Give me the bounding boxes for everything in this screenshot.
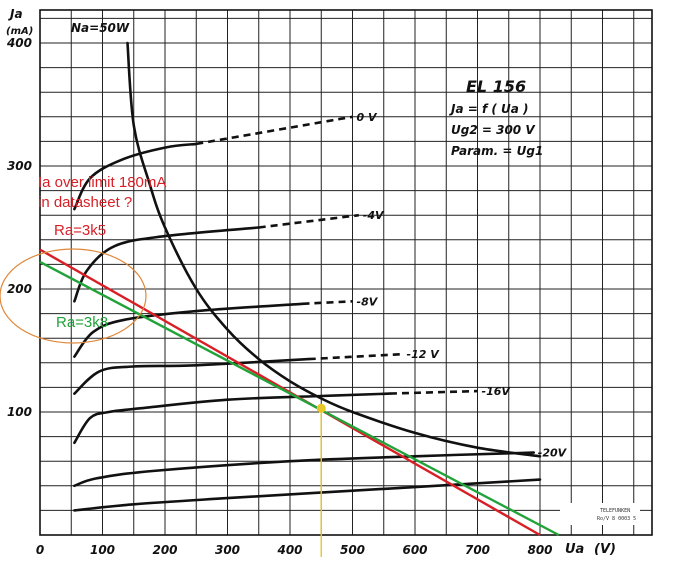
power-curve-line [126, 41, 542, 458]
x-tick-label: 300 [215, 543, 240, 557]
x-tick-label: 200 [152, 543, 177, 557]
tube-title: EL 156 [466, 77, 526, 96]
operating-point-marker [316, 403, 326, 557]
x-tick-label: 700 [465, 543, 490, 557]
plate-curve-dashed [308, 352, 403, 361]
grid-voltage-label: -4V [363, 209, 385, 222]
highlight-circle [0, 248, 147, 344]
plate-curve-solid [73, 357, 311, 395]
load-line-label-red: Ra=3k5 [54, 222, 106, 239]
annotation-line-1: Ia over limit 180mA [38, 174, 166, 191]
annotation-group: Ia over limit 180mA in datasheet ? Ra=3k… [38, 174, 166, 331]
grid-voltage-label: -8V [357, 295, 379, 308]
plate-curve-dashed [258, 213, 359, 229]
x-axis-unit: (V) [594, 542, 616, 557]
grid-voltage-label: -12 V [407, 348, 441, 361]
plate-curve-dashed [196, 115, 353, 146]
plate-curve-solid [73, 478, 542, 512]
stamp-line-1: TELEFUNKEN [600, 508, 630, 514]
plate-curve-solid [73, 302, 304, 358]
x-axis-label: Ua [565, 542, 584, 557]
y-tick-label: 300 [7, 159, 32, 173]
info-line-2: Ug2 = 300 V [451, 123, 536, 137]
x-tick-label: 500 [340, 543, 365, 557]
grid-voltage-label: -16V [482, 385, 512, 398]
x-tick-label: 400 [276, 543, 302, 557]
plate-curve-solid [73, 226, 261, 303]
info-box: EL 156 Ja = f ( Ua ) Ug2 = 300 V Param. … [449, 77, 543, 158]
grid [39, 10, 652, 536]
annotation-line-2: in datasheet ? [38, 194, 132, 211]
x-tick-label: 100 [90, 543, 115, 557]
plot-frame [39, 9, 653, 536]
x-tick-label: 600 [402, 543, 427, 557]
x-tick-label: 800 [527, 543, 552, 557]
load-lines [39, 248, 560, 537]
power-dissipation-curve [126, 41, 542, 458]
plate-curve-solid [73, 142, 198, 211]
plate-curve-dashed [302, 300, 353, 306]
plate-curve-solid [73, 451, 536, 488]
load-line [39, 260, 560, 537]
info-line-1: Ja = f ( Ua ) [449, 102, 529, 116]
stamp-line-2: Ro/V 8 0003 5 [597, 516, 636, 522]
grid-voltage-label: 0 V [357, 111, 378, 124]
stamp-backdrop [560, 503, 640, 525]
y-tick-label: 400 [6, 36, 32, 50]
plate-curve-solid [73, 392, 392, 445]
y-tick-label: 200 [7, 282, 32, 296]
power-curve-label: Na=50W [71, 21, 130, 35]
plate-curve-dashed [389, 389, 478, 395]
operating-point-dot [316, 403, 326, 413]
y-tick-label: 100 [7, 405, 32, 419]
x-tick-label: 0 [36, 543, 44, 557]
axes: 0 100 200 300 400 500 600 700 800 100 200 300 400 [6, 9, 653, 557]
info-line-3: Param. = Ug1 [451, 144, 543, 158]
load-line-label-green: Ra=3k8 [56, 314, 108, 331]
y-axis-unit: (mA) [6, 26, 33, 37]
plate-curves: 0 V -4V -8V -12 V -16V -20V [73, 111, 568, 512]
y-axis-label: Ja [8, 7, 23, 21]
grid-voltage-label: -20V [538, 447, 568, 460]
